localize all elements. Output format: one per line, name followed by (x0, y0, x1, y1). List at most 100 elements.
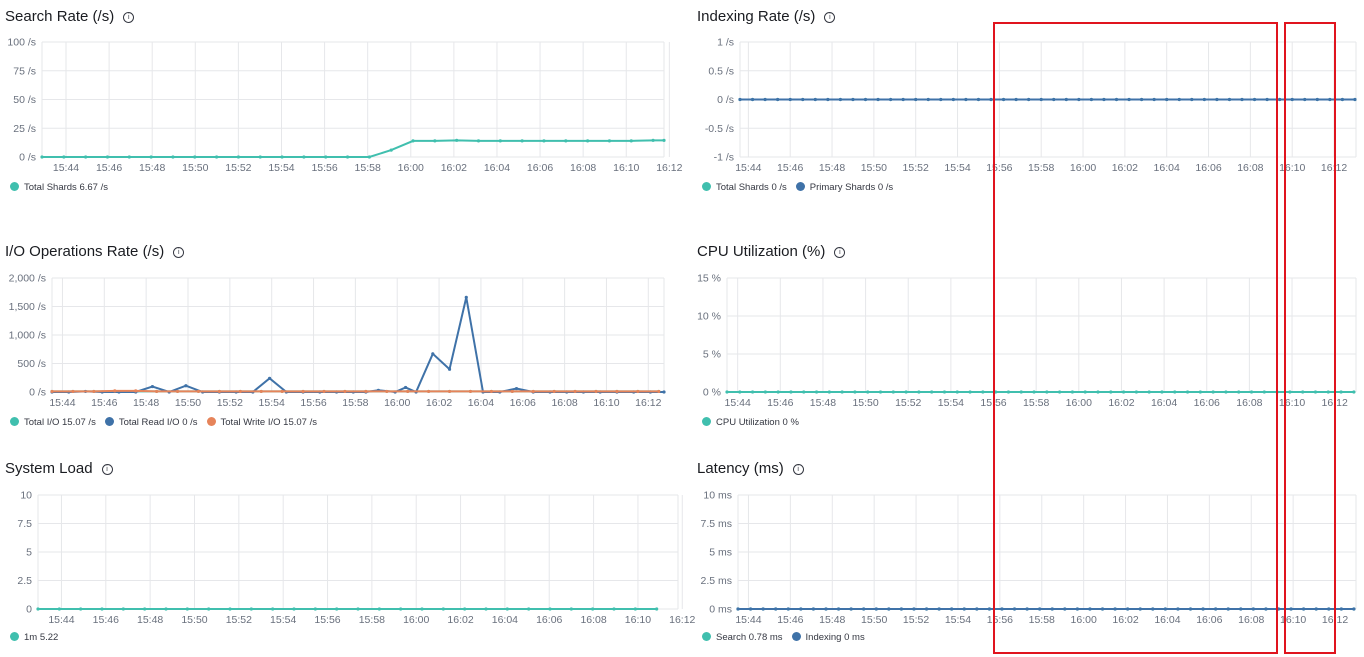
data-point (193, 155, 197, 159)
legend-item[interactable]: Total Read I/O 0 /s (104, 417, 198, 428)
legend-swatch (104, 417, 114, 426)
data-point (1339, 607, 1343, 611)
x-tick-label: 16:08 (1236, 397, 1262, 409)
data-point (36, 607, 40, 611)
data-point (987, 607, 991, 611)
x-tick-label: 15:50 (182, 162, 208, 174)
y-tick-label: 1 /s (717, 37, 734, 49)
y-tick-label: 50 /s (13, 94, 36, 106)
data-point (853, 390, 857, 394)
data-point (92, 389, 96, 394)
data-point (876, 97, 880, 102)
data-point (799, 607, 803, 611)
data-point (149, 155, 153, 159)
y-tick-label: 0 /s (29, 387, 46, 399)
system-load-panel: System Load i 0 2.5 5 7.5 10 15:44 15:46 15:48 15… (0, 452, 696, 652)
x-tick-label: 15:54 (270, 614, 296, 626)
data-point (849, 607, 853, 611)
x-tick-label: 16:04 (1154, 614, 1180, 626)
x-tick-label: 16:06 (1195, 162, 1221, 174)
data-point (736, 607, 740, 611)
data-point (1032, 390, 1036, 394)
legend-item[interactable]: Total I/O 15.07 /s (10, 417, 96, 428)
data-point (955, 390, 959, 394)
data-point (813, 97, 817, 102)
x-tick-label: 16:12 (1322, 614, 1348, 626)
info-icon[interactable]: i (101, 464, 113, 475)
legend-swatch (10, 632, 19, 641)
data-point (725, 390, 729, 394)
data-point (134, 389, 138, 393)
legend-item[interactable]: Total Shards 0 /s (702, 182, 787, 193)
data-point (1353, 97, 1357, 102)
data-point (196, 389, 201, 394)
data-point (1001, 97, 1006, 102)
y-tick-label: 0 (26, 604, 32, 616)
data-point (228, 607, 232, 611)
legend-item[interactable]: Total Shards 6.67 /s (10, 182, 108, 193)
search-rate-chart: 0 /s 25 /s 50 /s 75 /s 100 /s 15:44 15:46 15:48… (7, 37, 682, 175)
legend-label: Search 0.78 ms (716, 632, 783, 643)
data-point (236, 155, 241, 159)
data-point (930, 390, 934, 394)
legend-item[interactable]: Total Write I/O 15.07 /s (206, 417, 317, 428)
legend-label: Primary Shards 0 /s (809, 182, 894, 193)
data-point (1201, 607, 1205, 611)
data-point (1045, 390, 1049, 394)
info-icon[interactable]: i (824, 12, 836, 23)
data-point (1063, 607, 1067, 611)
x-tick-label: 16:02 (1112, 162, 1138, 174)
data-point (964, 97, 968, 102)
x-tick-label: 15:52 (903, 614, 929, 626)
data-point (1315, 97, 1319, 102)
data-point (1328, 97, 1332, 102)
data-point (1064, 97, 1068, 102)
legend-item[interactable]: Search 0.78 ms (702, 632, 783, 643)
info-icon[interactable]: i (834, 247, 846, 258)
data-point (427, 389, 431, 394)
y-tick-label: 0.5 /s (708, 65, 734, 77)
legend-item[interactable]: CPU Utilization 0 % (702, 417, 799, 428)
data-point (738, 390, 742, 394)
legend-item[interactable]: Indexing 0 ms (791, 632, 865, 643)
data-point (433, 139, 437, 143)
data-point (468, 389, 473, 394)
data-point (573, 389, 577, 394)
data-point (548, 607, 552, 611)
data-point (1096, 390, 1100, 394)
data-point (1012, 607, 1017, 611)
data-point (57, 607, 61, 611)
info-icon[interactable]: i (123, 12, 135, 23)
data-point (1039, 97, 1043, 102)
legend-item[interactable]: Primary Shards 0 /s (795, 182, 894, 193)
data-point (552, 389, 556, 394)
data-point (1176, 607, 1180, 611)
data-point (615, 389, 619, 394)
data-point (763, 390, 767, 394)
x-tick-label: 15:58 (355, 162, 381, 174)
data-point (385, 389, 389, 394)
x-tick-label: 16:00 (384, 397, 410, 409)
y-tick-label: 15 % (697, 273, 721, 285)
x-tick-label: 16:08 (1238, 614, 1264, 626)
data-point (1313, 390, 1318, 394)
info-icon[interactable]: i (792, 464, 804, 475)
y-tick-label: 10 % (697, 311, 721, 323)
x-tick-label: 16:00 (1070, 162, 1096, 174)
x-tick-label: 15:50 (861, 614, 887, 626)
legend-item[interactable]: 1m 5.22 (10, 632, 58, 643)
data-point (738, 97, 742, 102)
data-point (651, 138, 655, 142)
y-tick-label: 10 ms (703, 490, 732, 502)
info-icon[interactable]: i (173, 247, 185, 258)
data-point (1134, 390, 1138, 394)
x-tick-label: 16:00 (403, 614, 429, 626)
data-point (1215, 97, 1219, 102)
y-tick-label: 1,000 /s (9, 330, 46, 342)
x-tick-label: 15:52 (226, 614, 252, 626)
data-point (302, 155, 306, 159)
data-point (1339, 390, 1343, 394)
data-point (761, 607, 765, 611)
x-tick-label: 15:46 (93, 614, 119, 626)
data-point (1126, 607, 1130, 611)
